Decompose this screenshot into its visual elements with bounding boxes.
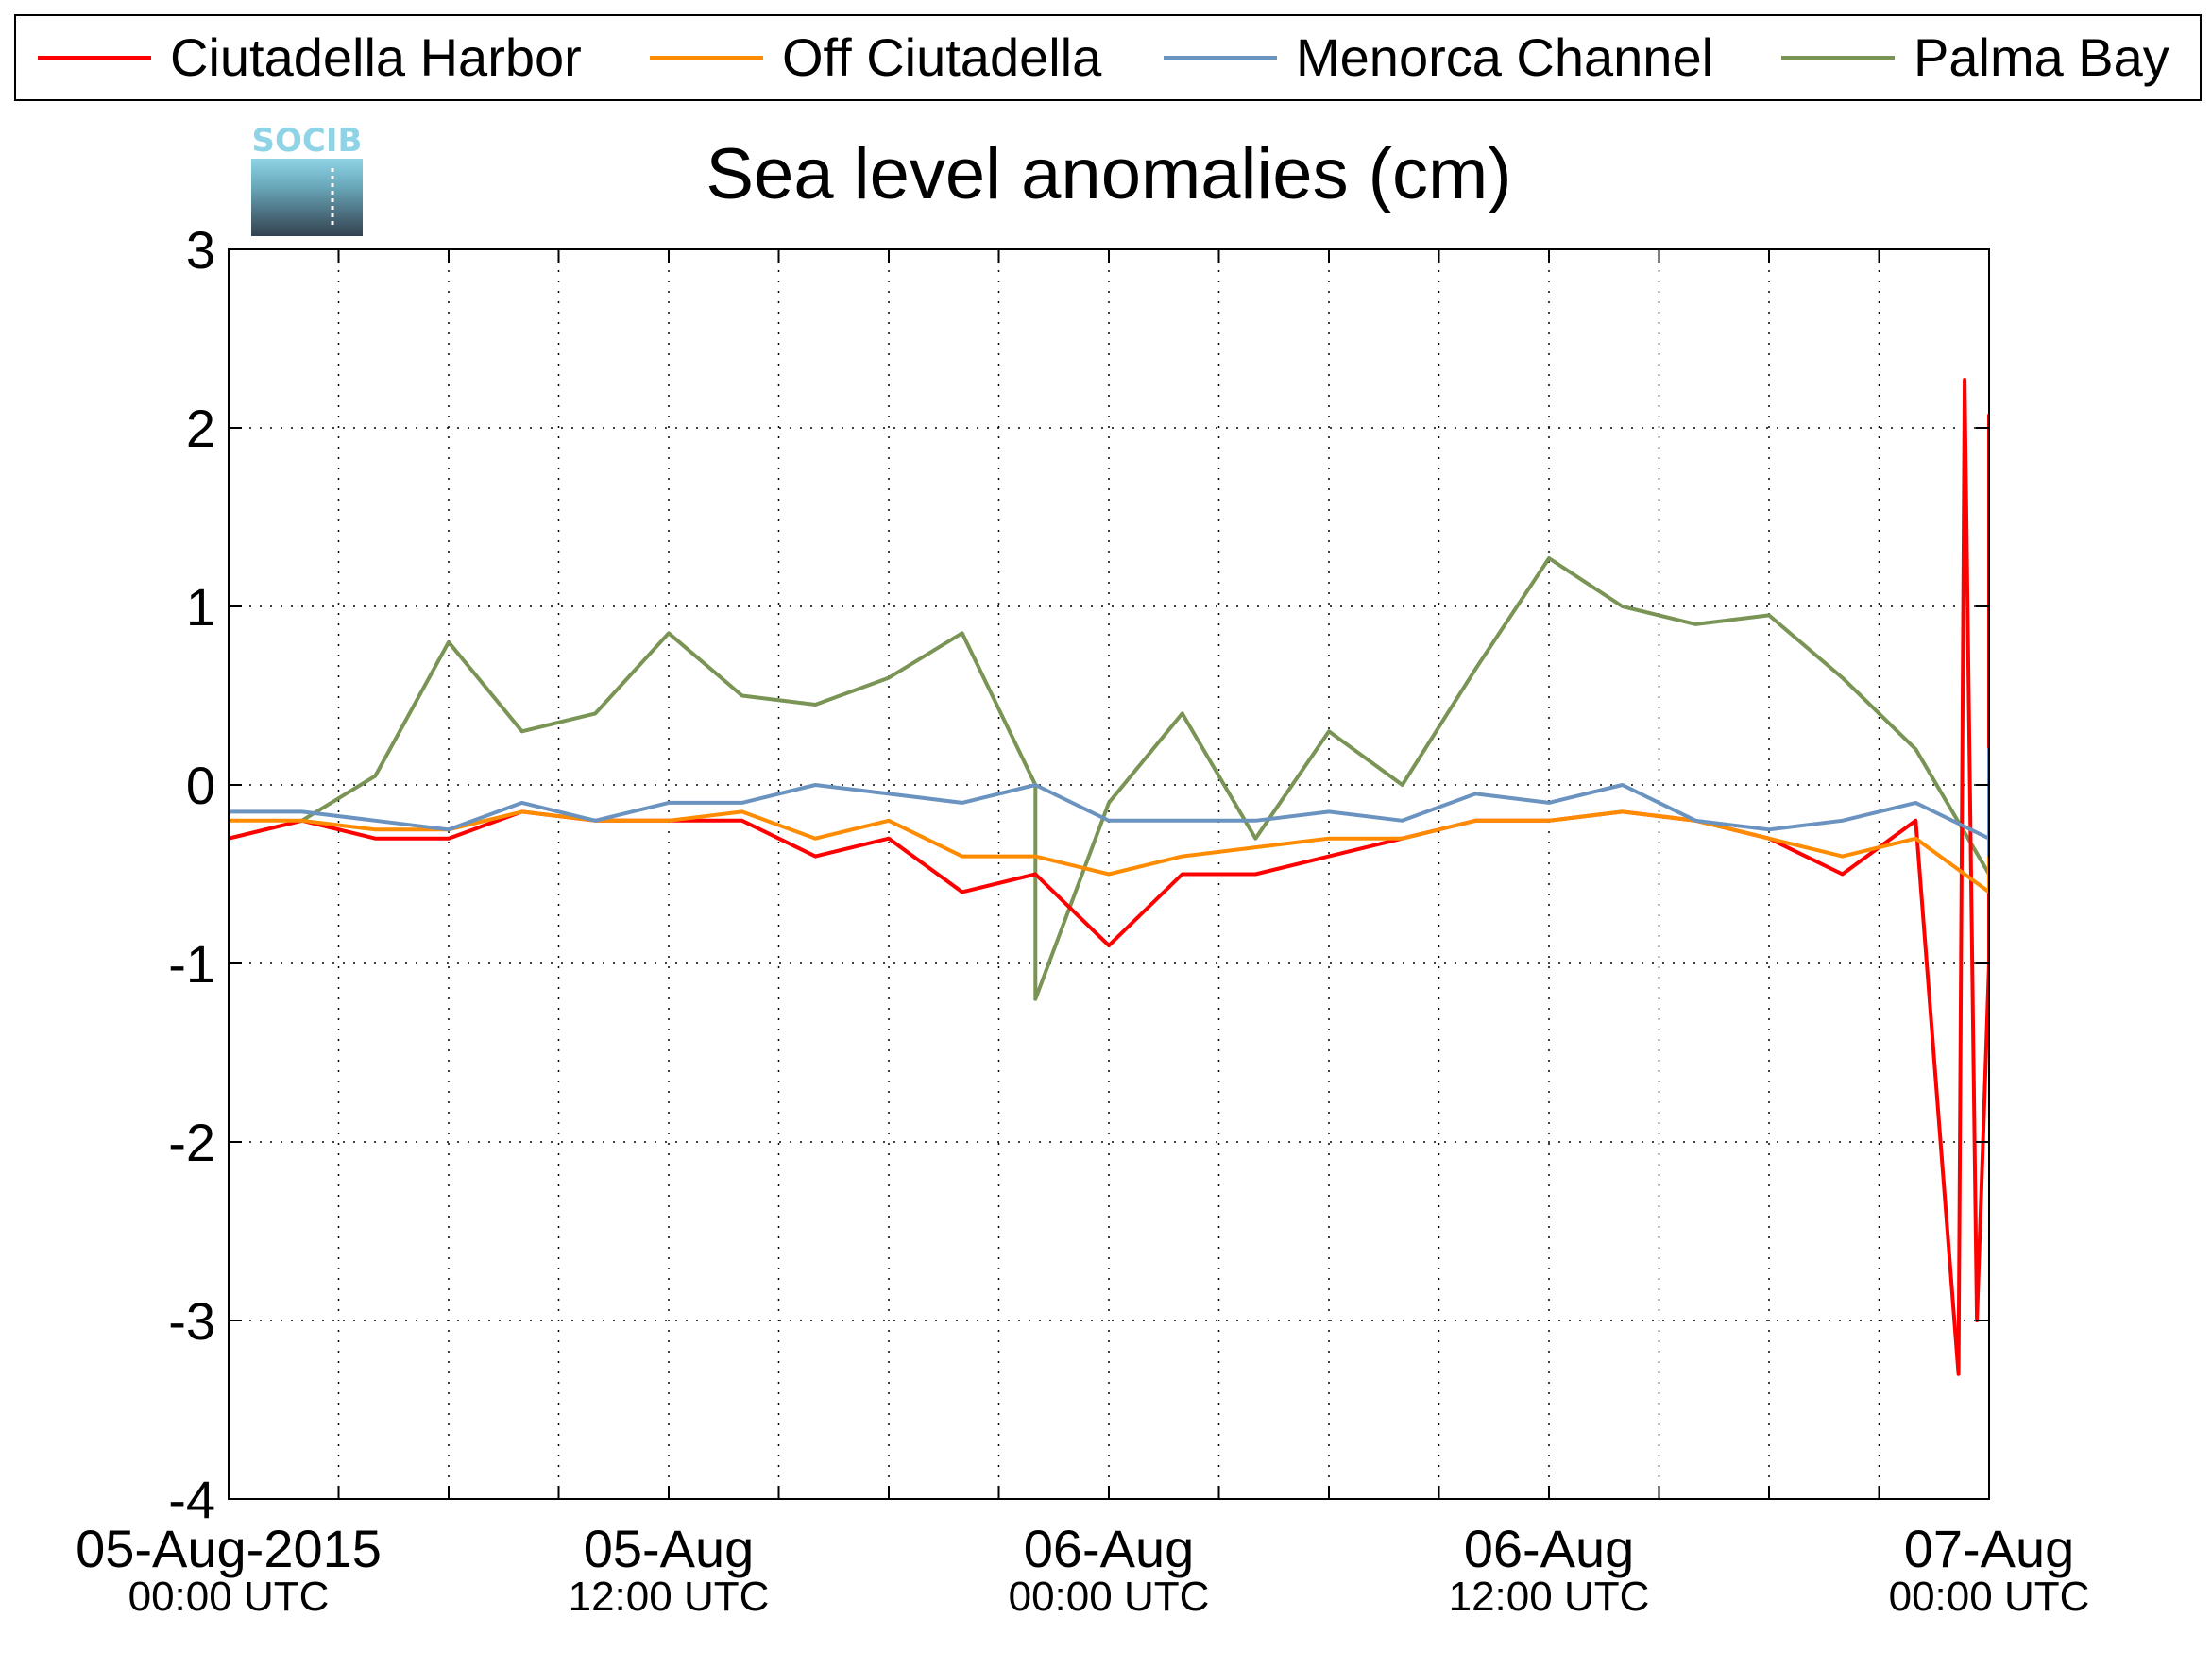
x-tick-label-time: 00:00 UTC xyxy=(1889,1574,2090,1620)
socib-logo: SOCIB xyxy=(251,122,363,236)
grid xyxy=(229,249,1989,1499)
x-tick-label-time: 12:00 UTC xyxy=(1449,1574,1650,1620)
chart-title: Sea level anomalies (cm) xyxy=(706,134,1511,214)
x-tick-label-date: 06-Aug xyxy=(1464,1519,1635,1578)
x-tick-label-time: 00:00 UTC xyxy=(1009,1574,1210,1620)
series-layer xyxy=(229,378,1989,1376)
series-line-menorca-channel xyxy=(229,747,1989,857)
legend-entries: Ciutadella Harbor Off Ciutadella Menorca C… xyxy=(38,27,2169,87)
x-tick-label-time: 12:00 UTC xyxy=(569,1574,770,1620)
x-tick-label-time: 00:00 UTC xyxy=(128,1574,330,1620)
y-tick-label: -1 xyxy=(168,934,215,994)
x-tick-label-date: 07-Aug xyxy=(1904,1519,2075,1578)
y-tick-label: -4 xyxy=(168,1470,215,1529)
series-line-palma-bay xyxy=(229,529,1989,1001)
y-tick-label: 1 xyxy=(186,577,215,637)
logo-text: SOCIB xyxy=(252,122,363,160)
legend-label: Off Ciutadella xyxy=(782,27,1102,87)
series-line-off-ciutadella xyxy=(229,765,1989,894)
x-tick-label-date: 06-Aug xyxy=(1024,1519,1195,1578)
legend-label: Ciutadella Harbor xyxy=(170,27,582,87)
x-tick-label-date: 05-Aug xyxy=(584,1519,755,1578)
legend-label: Menorca Channel xyxy=(1296,27,1713,87)
y-tick-label: 2 xyxy=(186,399,215,458)
legend-label: Palma Bay xyxy=(1914,27,2169,87)
y-tick-label: 0 xyxy=(186,756,215,815)
y-tick-label: -2 xyxy=(168,1113,215,1172)
y-tick-label: -3 xyxy=(168,1291,215,1351)
x-tick-label-date: 05-Aug-2015 xyxy=(76,1519,382,1578)
legend: Ciutadella Harbor Off Ciutadella Menorca C… xyxy=(14,14,2202,101)
y-tick-label: 3 xyxy=(186,220,215,280)
